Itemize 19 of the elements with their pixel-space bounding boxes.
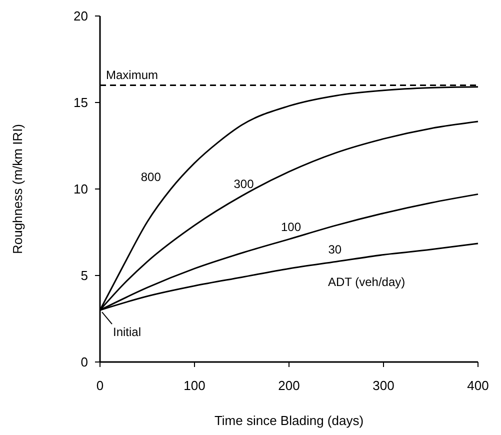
series-label: 800: [140, 170, 162, 184]
x-tick-label: 100: [184, 378, 206, 393]
series-label: 30: [328, 242, 342, 257]
x-tick-label: 400: [467, 378, 489, 393]
y-tick-label: 5: [80, 268, 88, 284]
series-label: 300: [234, 176, 254, 191]
y-tick-label: 20: [74, 8, 88, 24]
annotation: Initial: [113, 325, 142, 340]
annotation: ADT (veh/day): [328, 274, 406, 289]
x-tick-label: 300: [372, 378, 394, 393]
x-tick-label: 200: [278, 378, 300, 393]
x-axis-title: Time since Blading (days): [214, 413, 364, 428]
ref-line-label: Maximum: [106, 68, 158, 82]
y-tick-label: 15: [74, 95, 88, 110]
y-tick-label: 10: [74, 182, 88, 197]
y-axis-title: Roughness (m/km IRI): [10, 124, 25, 254]
series-label: 100: [281, 220, 302, 234]
y-tick-label: 0: [80, 354, 88, 370]
x-tick-label: 0: [96, 378, 104, 393]
